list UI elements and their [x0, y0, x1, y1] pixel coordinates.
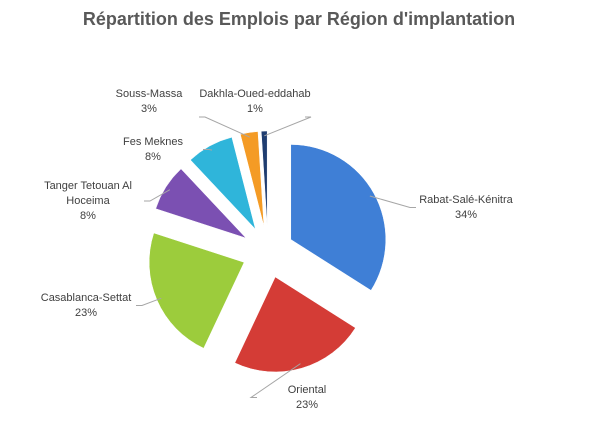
leader-line [369, 195, 416, 208]
data-label: Rabat-Salé-Kénitra 34% [419, 194, 513, 221]
leader-line [136, 297, 162, 306]
value-label: 3% [141, 103, 157, 115]
data-label: Oriental 23% [288, 384, 327, 411]
category-label: Souss-Massa [116, 88, 184, 100]
category-label: Rabat-Salé-Kénitra [419, 194, 513, 206]
data-label: Fes Meknes 8% [123, 136, 183, 163]
data-label: Casablanca-Settat 23% [41, 292, 132, 319]
value-label: 8% [145, 151, 161, 163]
pie-slice [290, 144, 386, 291]
leader-line [144, 189, 171, 202]
leader-line [264, 116, 312, 137]
value-label: 1% [247, 103, 263, 115]
data-label: Dakhla-Oued-eddahab 1% [199, 88, 310, 115]
value-label: 34% [455, 209, 477, 221]
leader-line [203, 149, 213, 151]
pie-slice [190, 136, 256, 230]
category-label: Fes Meknes [123, 136, 183, 148]
chart-title: Répartition des Emplois par Région d'imp… [83, 9, 515, 29]
category-label: Tanger Tetouan Al Hoceima [44, 180, 132, 207]
pie-slice [155, 168, 247, 239]
data-label: Souss-Massa 3% [116, 88, 184, 115]
leader-line [199, 116, 251, 138]
category-label: Oriental [288, 384, 327, 396]
data-label: Tanger Tetouan Al Hoceima 8% [44, 180, 132, 222]
category-label: Casablanca-Settat [41, 292, 132, 304]
value-label: 8% [80, 210, 96, 222]
leader-line [249, 363, 301, 398]
value-label: 23% [296, 399, 318, 411]
value-label: 23% [75, 307, 97, 319]
pie-slice [260, 130, 268, 227]
category-label: Dakhla-Oued-eddahab [199, 88, 310, 100]
pie-slice [240, 131, 265, 227]
pie-slice [234, 276, 356, 373]
